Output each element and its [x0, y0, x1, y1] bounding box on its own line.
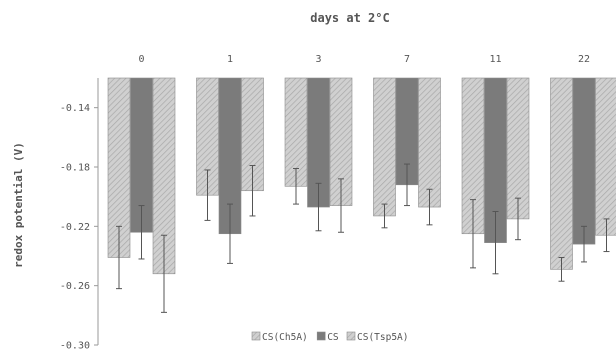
x-tick-label: 22 — [578, 54, 590, 65]
y-tick-label: -0.22 — [60, 222, 90, 233]
y-tick-label: -0.26 — [60, 281, 90, 292]
bar — [419, 78, 441, 207]
y-axis-label: redox potential (V) — [12, 142, 25, 268]
y-tick-label: -0.18 — [60, 163, 90, 174]
bars — [108, 78, 616, 274]
chart-title: days at 2°C — [310, 11, 389, 25]
error-bars — [116, 164, 610, 312]
y-tick-label: -0.14 — [60, 103, 90, 114]
legend-label: CS — [327, 332, 339, 343]
x-tick-label: 1 — [227, 54, 233, 65]
legend: CS(Ch5A) CS CS(Tsp5A) — [252, 332, 408, 343]
legend-swatch — [347, 332, 355, 340]
bar — [374, 78, 396, 216]
x-tick-labels: 0 1 3 7 11 22 — [138, 54, 590, 65]
x-tick-label: 3 — [315, 54, 321, 65]
legend-swatch — [252, 332, 260, 340]
x-tick-label: 7 — [404, 54, 410, 65]
legend-label: CS(Tsp5A) — [357, 332, 408, 343]
y-tick-labels: -0.14 -0.18 -0.22 -0.26 -0.30 — [60, 103, 98, 351]
x-tick-label: 0 — [138, 54, 144, 65]
legend-label: CS(Ch5A) — [262, 332, 308, 343]
legend-swatch — [317, 332, 325, 340]
bar — [573, 78, 595, 244]
y-tick-label: -0.30 — [60, 341, 90, 352]
bar — [596, 78, 616, 235]
bar — [551, 78, 573, 269]
x-tick-label: 11 — [489, 54, 501, 65]
